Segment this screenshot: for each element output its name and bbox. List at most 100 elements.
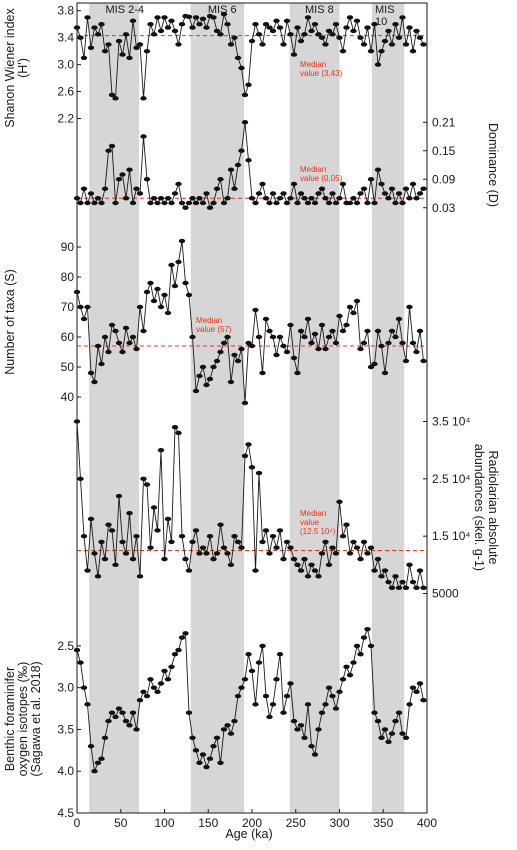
data-point <box>220 340 228 346</box>
data-point <box>213 735 221 740</box>
data-point <box>206 756 214 761</box>
data-point <box>255 191 263 196</box>
data-point <box>315 346 322 352</box>
data-point <box>178 533 186 539</box>
data-point <box>304 15 312 20</box>
data-point <box>248 196 256 201</box>
data-point <box>224 334 231 340</box>
data-point <box>385 739 392 745</box>
data-point <box>206 205 214 210</box>
data-point <box>199 16 207 22</box>
data-point <box>259 181 266 187</box>
data-point <box>413 689 420 695</box>
data-point <box>283 693 291 699</box>
data-point <box>378 574 385 579</box>
data-point <box>416 681 424 686</box>
data-point <box>199 752 207 757</box>
y-tick-label: 2.5 <box>57 639 74 653</box>
data-point <box>353 545 361 550</box>
data-point <box>220 545 228 550</box>
data-point <box>168 664 175 669</box>
data-point <box>420 585 427 590</box>
y-axis-title-line: Shanon Wiener index <box>3 7 17 127</box>
data-point <box>339 181 347 187</box>
data-point <box>395 35 403 40</box>
data-point <box>112 714 119 720</box>
data-point <box>406 702 413 707</box>
data-point <box>252 568 259 573</box>
data-point <box>175 430 182 436</box>
data-point <box>154 689 161 695</box>
data-point <box>322 702 329 707</box>
data-point <box>266 551 273 556</box>
data-point <box>220 200 228 206</box>
data-point <box>283 18 291 24</box>
x-tick-label: 300 <box>329 816 349 830</box>
data-point <box>248 465 256 470</box>
data-point <box>210 743 217 749</box>
data-point <box>98 539 105 545</box>
data-point <box>381 727 389 732</box>
data-point <box>364 200 371 206</box>
data-point <box>304 316 312 322</box>
data-point <box>224 22 231 27</box>
y-tick-label: 3.8 <box>57 4 74 18</box>
data-point <box>290 52 298 57</box>
data-point <box>122 551 130 556</box>
data-point <box>140 96 147 101</box>
data-point <box>164 677 172 682</box>
data-point <box>388 585 396 590</box>
data-point <box>402 358 410 364</box>
y-axis-title-line: Radiolarian absolute <box>486 451 500 565</box>
data-point <box>269 334 277 340</box>
data-point <box>119 172 126 177</box>
data-point <box>329 693 336 699</box>
panel-dominance: Median value (0,05) 0.03 0.09 0.15 0.21 Domina… <box>73 115 500 215</box>
data-point <box>171 283 179 289</box>
data-point <box>245 158 252 163</box>
data-point <box>164 196 172 201</box>
data-point <box>136 191 144 196</box>
data-point <box>395 710 403 715</box>
data-point <box>234 539 242 545</box>
data-point <box>157 681 165 686</box>
data-point <box>87 370 95 376</box>
data-point <box>234 162 242 168</box>
data-point <box>98 361 105 367</box>
x-tick-label: 150 <box>198 816 218 830</box>
data-point <box>210 364 217 370</box>
data-point <box>388 731 396 736</box>
data-point <box>409 48 417 54</box>
data-point <box>269 191 277 196</box>
data-point <box>126 723 133 728</box>
data-point <box>420 698 427 703</box>
data-point <box>238 685 245 690</box>
data-point <box>325 28 333 34</box>
data-point <box>84 15 91 20</box>
data-point <box>280 556 287 562</box>
data-point <box>161 556 168 562</box>
data-point <box>283 200 291 206</box>
data-point <box>311 22 319 27</box>
data-point <box>133 727 140 732</box>
data-point <box>392 334 399 340</box>
data-point <box>360 635 368 640</box>
data-point <box>245 340 252 346</box>
data-point <box>94 32 102 37</box>
data-point <box>360 42 368 47</box>
y-axis-title: Benthic foraminiferoxygen isotopes (‰)(S… <box>3 661 43 776</box>
data-point <box>129 710 137 715</box>
data-point <box>339 533 347 539</box>
mis-label: MIS 6 <box>208 4 237 16</box>
data-point <box>206 376 214 382</box>
data-point <box>371 22 378 27</box>
data-point <box>105 42 112 47</box>
data-point <box>171 28 179 34</box>
data-point <box>178 238 186 244</box>
data-point <box>318 186 326 191</box>
data-point <box>189 25 196 30</box>
data-point <box>413 349 420 355</box>
data-point <box>395 316 403 322</box>
data-point <box>105 148 112 153</box>
